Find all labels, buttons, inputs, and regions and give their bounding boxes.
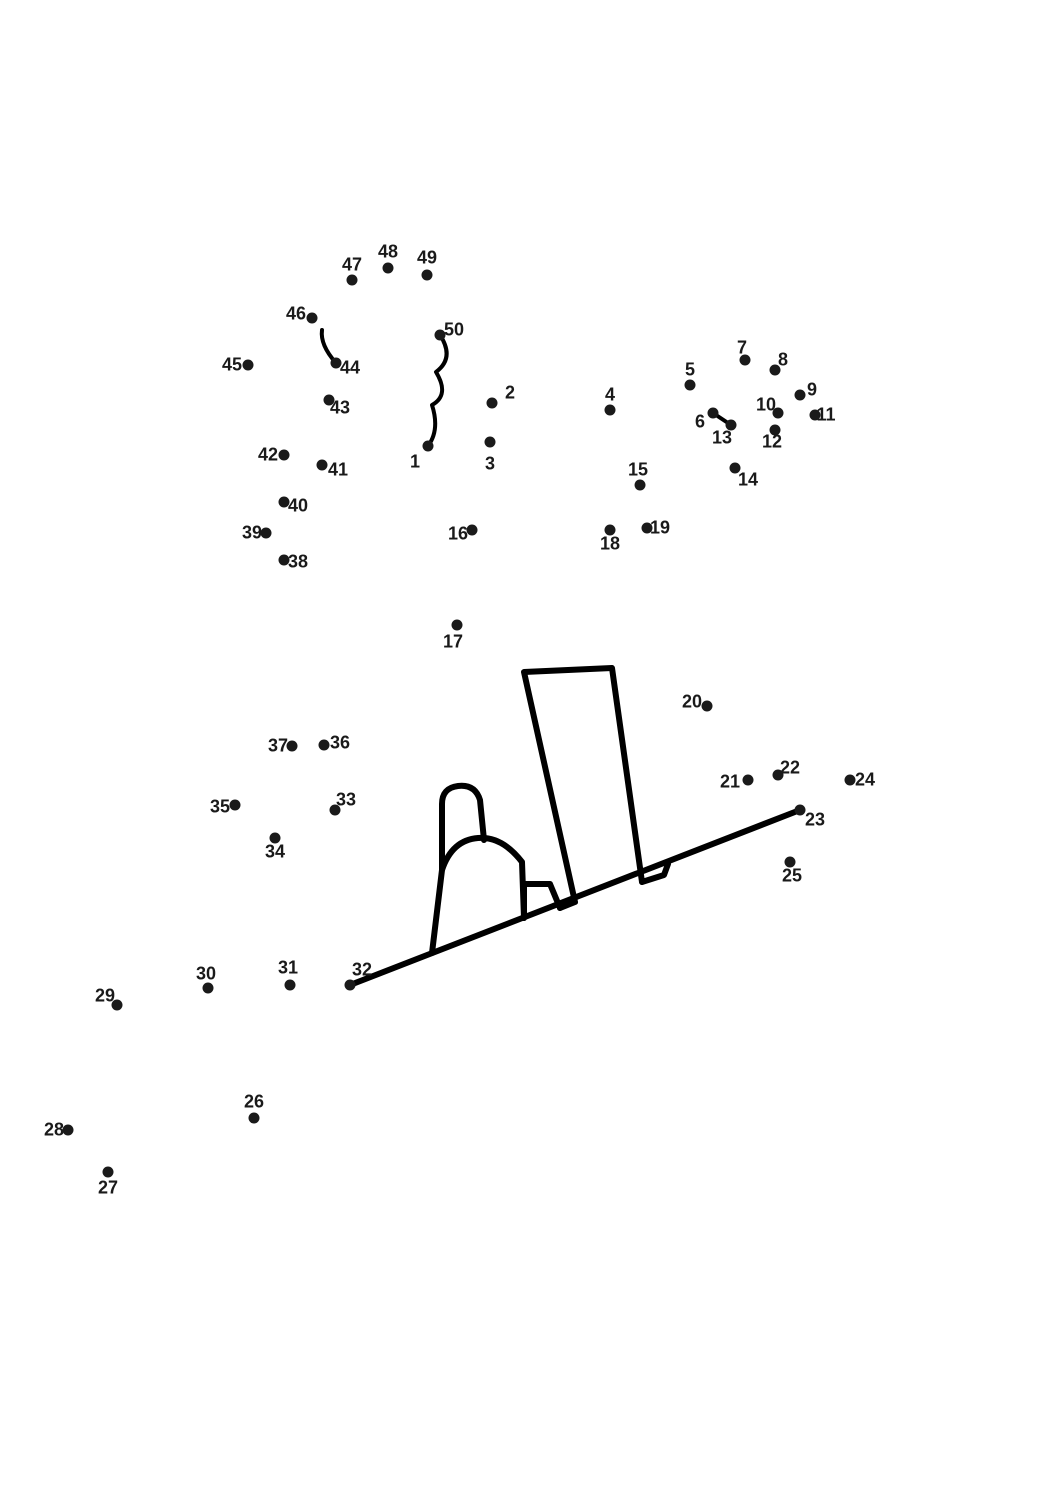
dot-label-19: 19 <box>650 518 670 539</box>
dot-48 <box>383 263 394 274</box>
dot-label-23: 23 <box>805 810 825 831</box>
dot-label-28: 28 <box>44 1120 64 1141</box>
dot-6 <box>708 408 719 419</box>
dot-45 <box>243 360 254 371</box>
dot-47 <box>347 275 358 286</box>
dot-label-21: 21 <box>720 772 740 793</box>
dot-label-13: 13 <box>712 428 732 449</box>
dot-label-42: 42 <box>258 445 278 466</box>
dot-20 <box>702 701 713 712</box>
dot-label-48: 48 <box>378 242 398 263</box>
dot-label-44: 44 <box>340 358 360 379</box>
dot-3 <box>485 437 496 448</box>
dot-label-39: 39 <box>242 523 262 544</box>
dot-label-30: 30 <box>196 964 216 985</box>
dot-36 <box>319 740 330 751</box>
dot-17 <box>452 620 463 631</box>
dot-label-50: 50 <box>444 320 464 341</box>
dot-16 <box>467 525 478 536</box>
dot-label-8: 8 <box>778 350 788 371</box>
dot-label-1: 1 <box>410 452 420 473</box>
dot-label-7: 7 <box>737 338 747 359</box>
dot-label-35: 35 <box>210 797 230 818</box>
dot-label-49: 49 <box>417 248 437 269</box>
dot-41 <box>317 460 328 471</box>
dot-39 <box>261 528 272 539</box>
dot-9 <box>795 390 806 401</box>
dot-label-22: 22 <box>780 758 800 779</box>
connect-the-dots-puzzle: 1234567891011121314151617181920212223242… <box>0 0 1050 1485</box>
dot-label-46: 46 <box>286 304 306 325</box>
dot-31 <box>285 980 296 991</box>
dot-label-38: 38 <box>288 552 308 573</box>
dot-label-14: 14 <box>738 470 758 491</box>
dot-label-29: 29 <box>95 986 115 1007</box>
dot-label-9: 9 <box>807 380 817 401</box>
dot-15 <box>635 480 646 491</box>
dot-label-2: 2 <box>505 383 515 404</box>
dot-46 <box>307 313 318 324</box>
dot-label-36: 36 <box>330 733 350 754</box>
dot-label-34: 34 <box>265 842 285 863</box>
dot-5 <box>685 380 696 391</box>
dot-label-31: 31 <box>278 958 298 979</box>
dot-label-18: 18 <box>600 534 620 555</box>
dot-label-37: 37 <box>268 736 288 757</box>
stroke <box>428 335 447 446</box>
dot-label-40: 40 <box>288 496 308 517</box>
drawn-lines <box>0 0 1050 1485</box>
dot-label-32: 32 <box>352 960 372 981</box>
dot-label-17: 17 <box>443 632 463 653</box>
dot-4 <box>605 405 616 416</box>
dot-35 <box>230 800 241 811</box>
dot-28 <box>63 1125 74 1136</box>
dot-label-47: 47 <box>342 255 362 276</box>
dot-label-26: 26 <box>244 1092 264 1113</box>
dot-label-6: 6 <box>695 412 705 433</box>
dot-label-27: 27 <box>98 1178 118 1199</box>
dot-label-25: 25 <box>782 866 802 887</box>
dot-26 <box>249 1113 260 1124</box>
dot-label-11: 11 <box>816 405 835 426</box>
dot-label-5: 5 <box>685 360 695 381</box>
dot-label-4: 4 <box>605 385 615 406</box>
dot-42 <box>279 450 290 461</box>
dot-label-41: 41 <box>328 460 348 481</box>
dot-32 <box>345 980 356 991</box>
dot-label-33: 33 <box>336 790 356 811</box>
dot-label-24: 24 <box>855 770 875 791</box>
stroke <box>524 668 642 908</box>
dot-label-43: 43 <box>330 398 350 419</box>
dot-2 <box>487 398 498 409</box>
dot-49 <box>422 270 433 281</box>
dot-label-3: 3 <box>485 454 495 475</box>
dot-label-12: 12 <box>762 432 782 453</box>
dot-1 <box>423 441 434 452</box>
dot-label-45: 45 <box>222 355 242 376</box>
dot-label-15: 15 <box>628 460 648 481</box>
dot-label-20: 20 <box>682 692 702 713</box>
dot-37 <box>287 741 298 752</box>
dot-23 <box>795 805 806 816</box>
dot-27 <box>103 1167 114 1178</box>
dot-21 <box>743 775 754 786</box>
dot-label-10: 10 <box>756 395 776 416</box>
dot-label-16: 16 <box>448 524 468 545</box>
dot-24 <box>845 775 856 786</box>
